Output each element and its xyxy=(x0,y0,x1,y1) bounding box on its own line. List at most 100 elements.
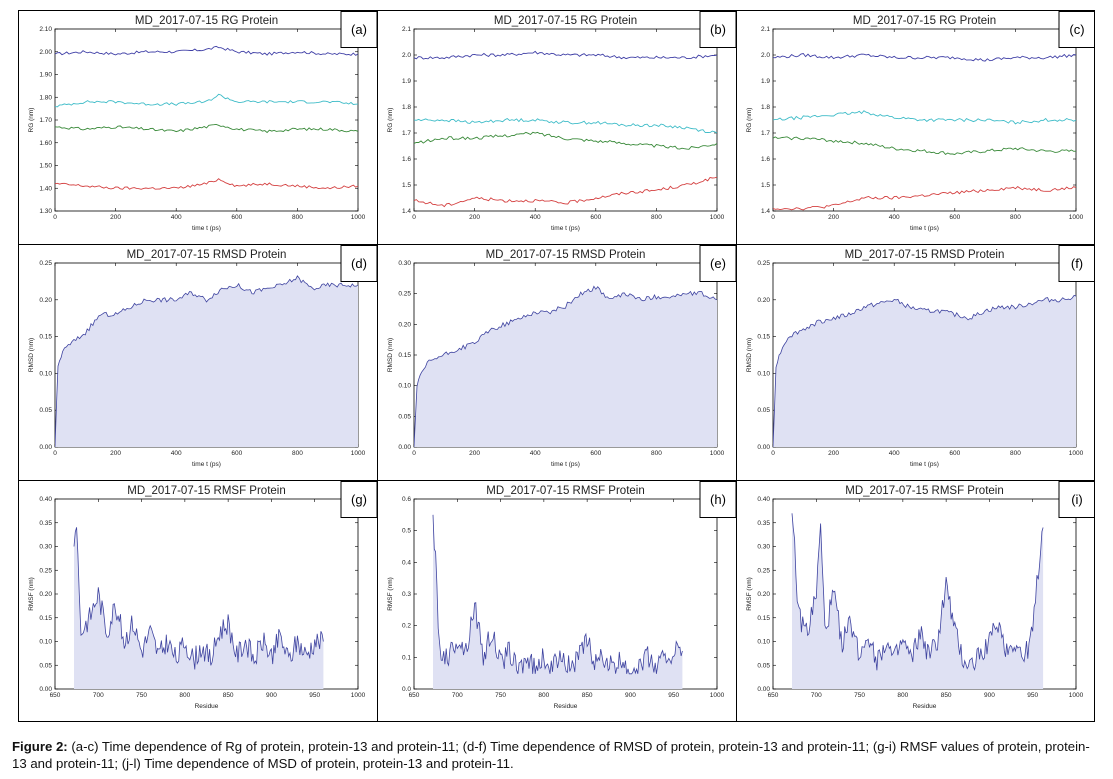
chart-svg: MD_2017-07-15 RMSD Protein 0 200 400 600 800 1… xyxy=(387,245,736,468)
y-tick-label: 1.40 xyxy=(39,185,52,192)
chart-svg: MD_2017-07-15 RMSD Protein 0 200 400 600 800 1… xyxy=(28,245,377,468)
x-tick-label: 850 xyxy=(223,692,234,699)
panel-label: (a) xyxy=(351,22,367,37)
y-tick-label: 2.00 xyxy=(39,49,52,56)
chart-panel-4: MD_2017-07-15 RMSD Protein 0 200 400 600 800 1… xyxy=(18,244,378,481)
plot-area xyxy=(73,527,324,689)
y-axis-label: RG (nm) xyxy=(28,108,35,133)
figure-grid: MD_2017-07-15 RG Protein 0 200 400 600 800 100… xyxy=(18,10,1095,722)
y-tick-label: 2.0 xyxy=(761,52,770,59)
x-tick-label: 650 xyxy=(768,692,779,699)
series-area xyxy=(792,513,1044,689)
x-tick-label: 950 xyxy=(309,692,320,699)
y-tick-label: 1.8 xyxy=(761,104,770,111)
panel-label: (b) xyxy=(710,22,726,37)
x-tick-label: 1000 xyxy=(710,692,725,699)
panel-label-box xyxy=(1058,11,1094,48)
x-tick-label: 1000 xyxy=(351,692,366,699)
y-tick-label: 0.05 xyxy=(39,662,52,669)
chart-title: MD_2017-07-15 RG Protein xyxy=(853,15,996,27)
x-tick-label: 800 xyxy=(1010,450,1021,457)
x-axis-label: time t (ps) xyxy=(910,225,939,232)
y-tick-label: 0.35 xyxy=(39,520,52,527)
x-tick-label: 0 xyxy=(412,450,416,457)
x-axis-label: Residue xyxy=(195,703,219,710)
x-tick-label: 650 xyxy=(409,692,420,699)
x-tick-label: 800 xyxy=(538,692,549,699)
y-axis-label: RMSD (nm) xyxy=(746,338,753,372)
y-tick-label: 0.15 xyxy=(39,615,52,622)
series-line xyxy=(414,285,717,447)
series-line-blue xyxy=(773,52,1076,62)
series-line xyxy=(73,527,324,670)
x-tick-label: 750 xyxy=(854,692,865,699)
y-tick-label: 2.10 xyxy=(39,26,52,33)
x-axis-label: Residue xyxy=(913,703,937,710)
x-tick-label: 600 xyxy=(949,214,960,221)
x-tick-label: 900 xyxy=(266,692,277,699)
y-tick-label: 1.50 xyxy=(39,163,52,170)
series-line-green xyxy=(55,123,358,134)
chart-svg: MD_2017-07-15 RMSD Protein 0 200 400 600 800 1… xyxy=(746,245,1094,468)
series-area xyxy=(773,295,1076,447)
x-tick-label: 800 xyxy=(292,450,303,457)
y-axis-label: RG (nm) xyxy=(387,108,394,133)
y-tick-label: 0.15 xyxy=(757,615,770,622)
plot-area xyxy=(55,45,358,190)
y-tick-label: 0.00 xyxy=(757,686,770,693)
series-area xyxy=(74,527,324,689)
panel-label-box xyxy=(1058,245,1094,282)
x-tick-label: 900 xyxy=(984,692,995,699)
y-tick-label: 0.10 xyxy=(757,639,770,646)
y-tick-label: 0.00 xyxy=(398,444,411,451)
series-line xyxy=(432,514,683,675)
y-tick-label: 0.25 xyxy=(398,291,411,298)
y-tick-label: 2.1 xyxy=(761,26,770,33)
chart-panel-7: MD_2017-07-15 RMSF Protein 650 700 750 800 85… xyxy=(18,480,378,722)
panel-label-box xyxy=(340,245,377,282)
x-tick-label: 850 xyxy=(941,692,952,699)
series-area xyxy=(414,286,717,447)
y-tick-label: 0.3 xyxy=(402,591,411,598)
x-tick-label: 0 xyxy=(771,214,775,221)
chart-svg: MD_2017-07-15 RG Protein 0 200 400 600 800 100… xyxy=(28,11,377,232)
y-tick-label: 1.4 xyxy=(402,208,411,215)
chart-title: MD_2017-07-15 RG Protein xyxy=(135,15,278,27)
plot-area xyxy=(414,285,717,447)
plot-area xyxy=(55,275,358,447)
panel-label: (g) xyxy=(351,492,367,507)
y-tick-label: 0.25 xyxy=(39,567,52,574)
chart-svg: MD_2017-07-15 RMSF Protein 650 700 750 800 85… xyxy=(746,481,1094,710)
y-axis-label: RMSD (nm) xyxy=(387,338,394,372)
chart-panel-3: MD_2017-07-15 RG Protein 0 200 400 600 800 100… xyxy=(736,10,1095,245)
chart-title: MD_2017-07-15 RMSF Protein xyxy=(127,485,286,497)
x-tick-label: 600 xyxy=(590,450,601,457)
x-tick-label: 1000 xyxy=(1069,692,1084,699)
x-tick-label: 600 xyxy=(949,450,960,457)
series-line xyxy=(773,294,1076,447)
x-tick-label: 800 xyxy=(897,692,908,699)
y-tick-label: 1.7 xyxy=(761,130,770,137)
y-tick-label: 0.15 xyxy=(757,334,770,341)
series-line-blue xyxy=(414,50,717,60)
y-tick-label: 0.1 xyxy=(402,654,411,661)
y-tick-label: 0.00 xyxy=(39,686,52,693)
y-axis-label: RMSF (nm) xyxy=(28,577,35,611)
y-tick-label: 0.6 xyxy=(402,496,411,503)
x-tick-label: 0 xyxy=(412,214,416,221)
x-tick-label: 400 xyxy=(889,214,900,221)
panel-label: (e) xyxy=(710,256,726,271)
chart-panel-8: MD_2017-07-15 RMSF Protein 650 700 750 800 85… xyxy=(377,480,737,722)
caption-label: Figure 2: xyxy=(12,739,68,754)
x-tick-label: 600 xyxy=(590,214,601,221)
x-tick-label: 750 xyxy=(495,692,506,699)
y-tick-label: 1.8 xyxy=(402,104,411,111)
y-tick-label: 1.5 xyxy=(761,182,770,189)
y-tick-label: 1.80 xyxy=(39,94,52,101)
y-tick-label: 1.4 xyxy=(761,208,770,215)
plot-area xyxy=(773,52,1076,211)
x-tick-label: 200 xyxy=(110,450,121,457)
x-axis-label: time t (ps) xyxy=(910,461,939,468)
y-tick-label: 1.60 xyxy=(39,140,52,147)
x-tick-label: 200 xyxy=(828,214,839,221)
